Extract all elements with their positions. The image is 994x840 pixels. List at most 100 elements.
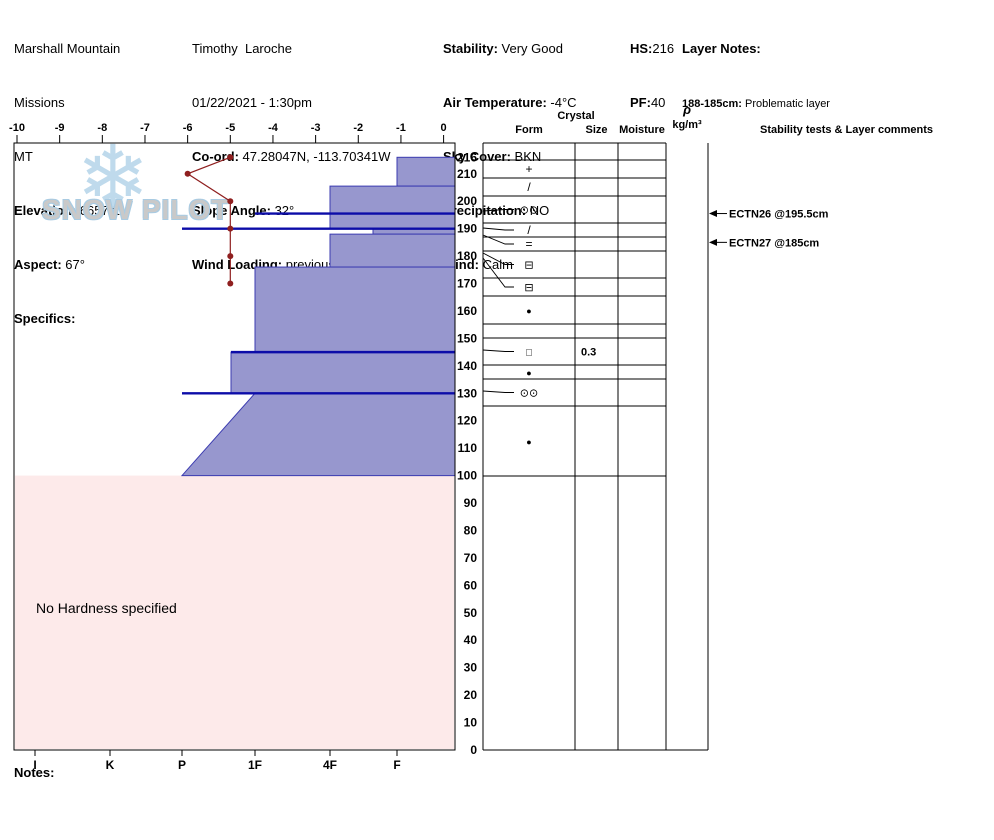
pf-value: 40 <box>650 95 666 110</box>
layer-note-text: Problematic layer <box>741 98 830 110</box>
grain-form-symbol: ⊟ <box>524 282 533 294</box>
grain-form-symbol: ● <box>526 368 531 378</box>
temperature-point <box>184 170 191 177</box>
depth-axis-label: 120 <box>457 414 477 428</box>
depth-axis-label: 160 <box>457 304 477 318</box>
depth-axis-label: 180 <box>457 249 477 263</box>
depth-axis-label: 130 <box>457 386 477 400</box>
aspect-value: 67° <box>61 257 85 272</box>
temp-axis-label: -2 <box>353 122 363 134</box>
temp-axis-label: -10 <box>9 122 25 134</box>
temp-axis-label: -5 <box>225 122 235 134</box>
test-arrow-head <box>709 238 717 246</box>
grain-form-symbol: □ <box>526 348 532 359</box>
depth-axis-label: 50 <box>464 606 478 620</box>
crystal-header: Crystal <box>557 110 595 122</box>
depth-axis-label: 170 <box>457 277 477 291</box>
grain-form-symbol: ● <box>526 306 531 316</box>
air-temp-label: Air Temperature: <box>443 95 547 110</box>
hs-value: 216 <box>652 41 675 56</box>
depth-axis-label: 60 <box>464 578 478 592</box>
snow-layer-wedge <box>180 392 456 477</box>
moisture-column-header: Moisture <box>619 124 665 136</box>
hardness-axis-label: P <box>178 758 186 772</box>
row-leader-line <box>482 390 514 393</box>
header-layer-notes: Layer Notes: 188-185cm: Problematic laye… <box>682 4 830 147</box>
aspect-line: Aspect: 67° <box>14 256 120 274</box>
temperature-point <box>227 225 234 232</box>
coord-value: 47.28047N, -113.70341W <box>238 149 391 164</box>
layer-note-item: 188-185cm: Problematic layer <box>682 97 830 111</box>
snow-layer-bar <box>396 156 456 187</box>
hardness-axis-label: I <box>33 758 36 772</box>
depth-axis-label: 110 <box>458 441 478 455</box>
grain-size-value: 0.3 <box>581 347 596 359</box>
grain-form-symbol: / <box>527 223 531 237</box>
wind-value: Calm <box>478 257 513 272</box>
specifics-line: Specifics: <box>14 310 120 328</box>
temperature-point <box>227 198 234 205</box>
row-leader-line <box>482 234 514 245</box>
header-location: Marshall Mountain Missions MT Elevation:… <box>14 4 120 364</box>
coord-label: Co-ord: <box>192 149 239 164</box>
snow-layer-bar <box>329 185 456 230</box>
row-leader-line <box>482 349 514 352</box>
grain-form-symbol: / <box>527 180 531 194</box>
hs-line: HS:216 <box>630 40 674 58</box>
depth-axis-label: 70 <box>464 551 478 565</box>
elevation-line: Elevation: 6657 ft <box>14 202 120 220</box>
precipitation-value: NO <box>526 203 550 218</box>
grain-form-symbol: ⊙⊙ <box>520 388 538 400</box>
test-arrow-head <box>709 210 717 218</box>
air-temp-value: -4°C <box>546 95 577 110</box>
stability-line: Stability: Very Good <box>443 40 577 58</box>
depth-axis-label: 90 <box>464 496 478 510</box>
layer-notes-title: Layer Notes: <box>682 41 761 56</box>
depth-axis-label: 40 <box>464 633 478 647</box>
observation-datetime: 01/22/2021 - 1:30pm <box>192 95 312 110</box>
grain-form-symbol: ● <box>526 437 531 447</box>
row-leader-line <box>482 257 514 288</box>
stability-value: Very Good <box>497 41 563 56</box>
temp-axis-label: -7 <box>140 122 150 134</box>
grain-form-symbol: ⊙⊙ <box>520 205 538 217</box>
no-hardness-label: No Hardness specified <box>36 600 177 616</box>
stability-test-label: ECTN27 @185cm <box>729 237 819 249</box>
snowflake-icon: ❄ <box>76 128 150 227</box>
temp-axis-label: -8 <box>97 122 107 134</box>
pf-label: PF: <box>630 95 651 110</box>
no-hardness-region <box>15 475 454 749</box>
hardness-axis-label: 4F <box>323 758 337 772</box>
snow-layer-bar <box>329 233 456 268</box>
observer-name: Timothy Laroche <box>192 41 292 56</box>
site-name-line2: Missions <box>14 95 65 110</box>
elevation-value: 6657 ft <box>76 203 120 218</box>
snowpilot-logo-text: SNOW PILOT <box>42 194 230 225</box>
depth-axis-label: 10 <box>464 716 478 730</box>
depth-axis-label: 20 <box>464 688 478 702</box>
aspect-label: Aspect: <box>14 257 62 272</box>
depth-axis-label: 30 <box>464 661 478 675</box>
depth-axis-label: 140 <box>457 359 477 373</box>
temp-axis-label: -9 <box>55 122 65 134</box>
depth-axis-label: 200 <box>457 194 477 208</box>
temp-axis-label: 0 <box>441 122 447 134</box>
header-totals: HS:216 PF:40 <box>630 4 674 148</box>
depth-axis-label: 100 <box>457 469 477 483</box>
hardness-axis-label: K <box>106 758 115 772</box>
site-state: MT <box>14 149 33 164</box>
size-column-header: Size <box>585 124 608 136</box>
comments-column-header: Stability tests & Layer comments <box>759 124 933 136</box>
specifics-label: Specifics: <box>14 311 76 326</box>
site-name-line1: Marshall Mountain <box>14 41 121 56</box>
temp-axis-label: -3 <box>311 122 321 134</box>
row-leader-line <box>482 209 514 212</box>
temp-axis-label: -4 <box>268 122 279 134</box>
grain-form-symbol: ⊟ <box>524 260 533 272</box>
snow-layer-bar <box>254 266 456 353</box>
hs-label: HS: <box>630 41 653 56</box>
depth-axis-label: 210 <box>457 167 477 181</box>
coord-line: Co-ord: 47.28047N, -113.70341W <box>192 148 390 166</box>
